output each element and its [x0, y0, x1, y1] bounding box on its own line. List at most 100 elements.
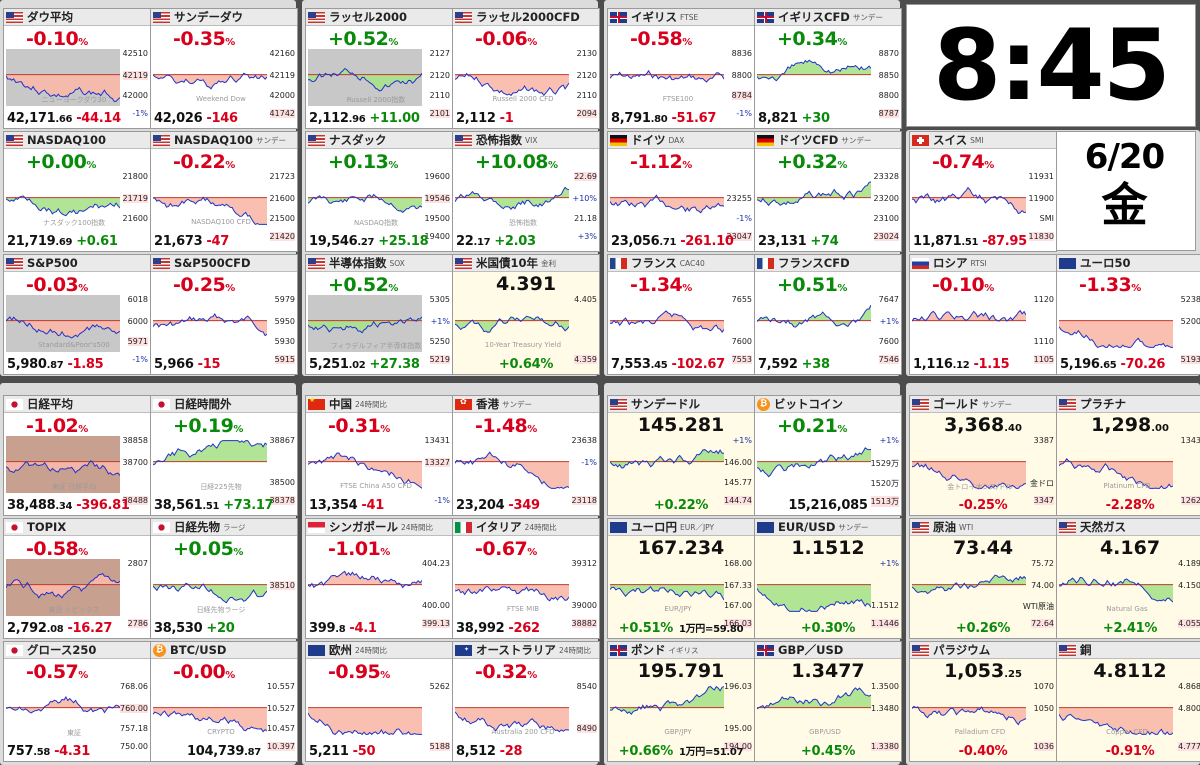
mini-chart	[6, 295, 120, 352]
axis-label: 4.055	[1178, 619, 1200, 628]
market-card[interactable]: 半導体指数 SOX +0.52% 5305 +1% 5250 5219 フィラデルフィア半導体…	[305, 254, 453, 375]
percent-sign: %	[837, 37, 847, 48]
change-percent: -0.95%	[328, 661, 390, 683]
de-flag-icon	[757, 134, 774, 146]
market-card[interactable]: ラッセル2000CFD -0.06% 2130 2120 2110 2094 Russell…	[452, 8, 600, 129]
price-diff: +27.38	[369, 357, 420, 372]
market-card[interactable]: TOPIX -0.58% 2807 2786 東証 トピックス 2,792.08 -16.2…	[3, 518, 151, 639]
market-card[interactable]: ₿ BTC/USD -0.00% 10.557 10.527 10.457 10.397 CR…	[150, 641, 298, 762]
percent-sign: %	[78, 547, 88, 558]
us-flag-icon	[6, 134, 23, 146]
axis-label: 5262	[429, 682, 450, 691]
card-last-price: 38,992 -262	[456, 621, 540, 636]
market-card[interactable]: EUR/USD サンデー 1.1512 +1% 1.1512 1.1446 +0.30%	[754, 518, 902, 639]
market-card[interactable]: ラッセル2000 +0.52% 2127 2120 2110 2101 Russell 20…	[305, 8, 453, 129]
market-card[interactable]: ユーロ50 -1.33% 5238 5200 5193 5,196.65 -70.26	[1056, 254, 1200, 375]
market-card[interactable]: ゴールド サンデー 3,368.40 3387 金ドロ 3347 金トロイオンス/ドル -0.…	[909, 395, 1057, 516]
mini-chart	[757, 682, 871, 739]
market-card[interactable]: イタリア 24時間比 -0.67% 39312 39000 38882 FTSE MIB 38…	[452, 518, 600, 639]
market-card[interactable]: サンデーダウ -0.35% 42160 42119 42000 41742 Weekend …	[150, 8, 298, 129]
chart-area	[455, 316, 569, 333]
market-card[interactable]: イギリス FTSE -0.58% 8836 8800 8784 -1% FTSE100 8,79…	[607, 8, 755, 129]
change-percent: -1.34%	[630, 274, 692, 296]
market-card[interactable]: プラチナ 1,298.00 1343 1262 Platinum CFD -2.28%	[1056, 395, 1200, 516]
jp-flag-icon	[6, 644, 23, 656]
market-card[interactable]: NASDAQ100 +0.00% 21800 21719 21600 ナスダック100指数…	[3, 131, 151, 252]
market-card[interactable]: 銅 4.8112 4.868 4.800 4.777 Copper CFD -0.91%	[1056, 641, 1200, 762]
card-price: 73.44	[952, 537, 1014, 559]
last-decimal: .27	[357, 237, 375, 248]
card-header: シンガポール 24時間比	[306, 519, 452, 536]
market-card[interactable]: NASDAQ100 サンデー -0.22% 21723 21600 21500 21420 N…	[150, 131, 298, 252]
market-card[interactable]: ダウ平均 -0.10% 42510 42119 42000 -1% ニューヨークダウ30 42…	[3, 8, 151, 129]
market-card[interactable]: 原油 WTI 73.44 75.72 74.00 WTI原油 72.64 +0.26%	[909, 518, 1057, 639]
market-card[interactable]: 恐怖指数 VIX +10.08% 22.69 +10% 21.18 +3% 恐怖指数 22.17…	[452, 131, 600, 252]
market-card[interactable]: グロース250 -0.57% 768.06 760.00 757.18 750.00 東証 7…	[3, 641, 151, 762]
market-card[interactable]: シンガポール 24時間比 -1.01% 404.23 400.00 399.13 399.8…	[305, 518, 453, 639]
axis-label: 4.189	[1178, 559, 1200, 568]
market-card[interactable]: 米国債10年 金利 4.391 4.405 4.359 10-Year Treasury …	[452, 254, 600, 375]
market-card[interactable]: ナスダック +0.13% 19600 19546 19500 19400 NASDAQ指数 1…	[305, 131, 453, 252]
mini-chart	[610, 559, 724, 616]
change-percent: -0.32%	[475, 661, 537, 683]
mini-chart	[308, 436, 422, 493]
market-card[interactable]: S&P500CFD -0.25% 5979 5950 5930 5915 5,966 -15	[150, 254, 298, 375]
market-card[interactable]: スイス SMI -0.74% 11931 11900 SMI 11830 11,871.51-…	[909, 131, 1057, 252]
market-card[interactable]: ドイツCFD サンデー +0.32% 23328 23200 23100 23024 23,1…	[754, 131, 902, 252]
market-card[interactable]: 欧州 24時間比 -0.95% 5262 5188 5,211 -50	[305, 641, 453, 762]
percent-sign: %	[225, 283, 235, 294]
market-card[interactable]: フランスCFD +0.51% 7647 +1% 7600 7546 7,592 +38	[754, 254, 902, 375]
chart-watermark: EUR/JPY	[664, 605, 692, 613]
card-header: EUR/USD サンデー	[755, 519, 901, 536]
last-integer: 104,739	[187, 744, 245, 759]
axis-label: 38488	[122, 496, 148, 505]
change-percent: -0.91%	[1057, 744, 1200, 759]
axis-label: 21.18	[574, 214, 597, 223]
axis-label: 194.00	[724, 742, 752, 751]
axis-label: 10.527	[267, 704, 295, 713]
card-last-price: 42,026 -146	[154, 111, 238, 126]
card-title: 銅	[1080, 643, 1092, 657]
market-card[interactable]: フランス CAC40 -1.34% 7655 7600 7553 7,553.45 -102.…	[607, 254, 755, 375]
market-card[interactable]: GBP／USD 1.3477 1.3500 1.3480 1.3380 GBP/USD +0…	[754, 641, 902, 762]
market-card[interactable]: ₿ ビットコイン +0.21% +1% 1529万 1520万 1513万 15,216,08…	[754, 395, 902, 516]
axis-label: 23638	[571, 436, 597, 445]
axis-label: -1%	[581, 458, 597, 467]
market-card[interactable]: 天然ガス 4.167 4.189 4.150 4.055 Natural Gas +2.41…	[1056, 518, 1200, 639]
market-card[interactable]: ポンド イギリス 195.791 196.03 195.00 194.00 GBP/JPY +…	[607, 641, 755, 762]
card-title: ゴールド	[933, 397, 979, 411]
card-title: ドイツ	[631, 133, 666, 147]
market-card[interactable]: S&P500 -0.03% 6018 6000 5971 -1% Standard&Poor…	[3, 254, 151, 375]
market-card[interactable]: パラジウム 1,053.25 1070 1050 1036 Palladium CFD -0…	[909, 641, 1057, 762]
percent-sign: %	[1141, 498, 1155, 513]
axis-label: 42000	[122, 91, 148, 100]
market-card[interactable]: ユーロ円 EUR／JPY 167.234 168.00 167.33 167.00 166.…	[607, 518, 755, 639]
market-card[interactable]: 日経平均 -1.02% 38858 38700 38488 東証 日経平均 38,488.3…	[3, 395, 151, 516]
card-title: 恐怖指数	[476, 133, 522, 147]
market-card[interactable]: ロシア RTSI -0.10% 1120 1110 1105 1,116.12 -1.15	[909, 254, 1057, 375]
last-decimal: .02	[348, 360, 366, 371]
us-flag-icon	[912, 521, 929, 533]
market-card[interactable]: ドイツ DAX -1.12% 23255 -1% 23047 23,056.71 -261.1…	[607, 131, 755, 252]
axis-label: 39000	[571, 601, 597, 610]
price-diff: +11.00	[369, 111, 420, 126]
axis-label: 22.69	[574, 172, 597, 181]
uk-flag-icon	[757, 644, 774, 656]
last-integer: 38,530	[154, 621, 203, 636]
chart-watermark: ニューヨークダウ30	[41, 96, 107, 104]
chart-watermark: Natural Gas	[1106, 605, 1148, 613]
market-card[interactable]: サンデードル 145.281 +1% 146.00 145.77 144.74 +0.22%	[607, 395, 755, 516]
market-card[interactable]: 日経先物 ラージ +0.05% 38510 日経先物ラージ 38,530 +20	[150, 518, 298, 639]
axis-label: 5979	[274, 295, 295, 304]
jp-flag-icon	[6, 398, 23, 410]
change-value: -0.95	[328, 661, 381, 683]
card-price: 1,053.25	[910, 660, 1056, 682]
market-card[interactable]: イギリスCFD サンデー +0.34% 8870 8850 8800 8787 8,821 +3…	[754, 8, 902, 129]
market-card[interactable]: 日経時間外 +0.19% 38867 38500 38378 日経225先物 38,561.…	[150, 395, 298, 516]
us-flag-icon	[308, 257, 325, 269]
price-diff: -15	[197, 357, 221, 372]
card-subtitle: SMI	[970, 135, 984, 145]
